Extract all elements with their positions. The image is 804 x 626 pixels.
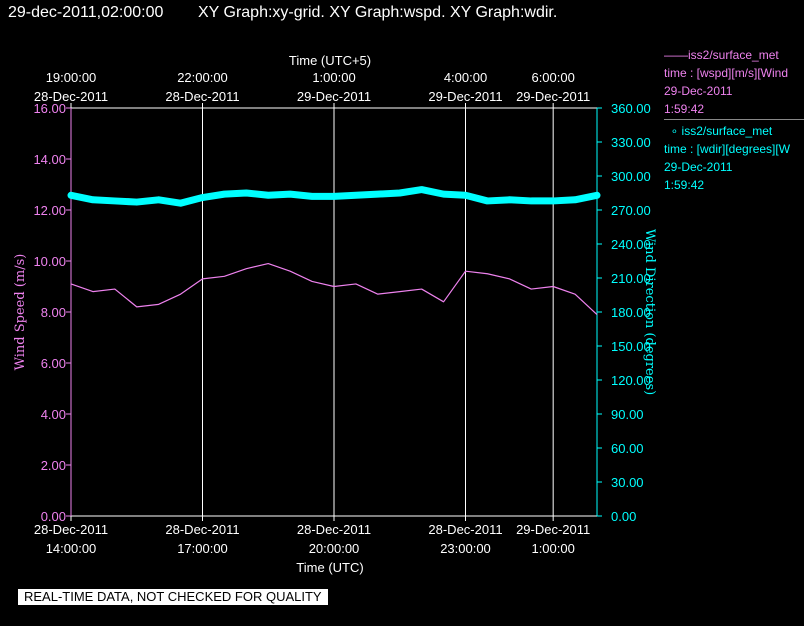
wdir-point [550, 197, 557, 205]
wdir-point [111, 197, 118, 205]
left-y-tick-label: 16.00 [33, 101, 66, 116]
left-y-tick-label: 2.00 [41, 458, 66, 473]
wdir-point [67, 192, 75, 199]
bottom-x-axis-label: Time (UTC) [296, 560, 363, 575]
wdir-point [330, 193, 338, 200]
top-x-tick-date: 29-Dec-2011 [516, 89, 590, 104]
header-title: XY Graph:xy-grid. XY Graph:wspd. XY Grap… [198, 4, 557, 21]
wdir-point [396, 189, 403, 197]
bottom-x-tick-time: 1:00:00 [531, 541, 574, 556]
right-y-tick-label: 90.00 [611, 407, 644, 422]
legend-entry-wdir: ∘ iss2/surface_met time : [wdir][degrees… [664, 122, 804, 192]
top-x-tick-date: 29-Dec-2011 [428, 89, 502, 104]
wdir-point [265, 192, 272, 199]
right-y-tick-label: 60.00 [611, 441, 644, 456]
top-x-tick-date: 28-Dec-2011 [34, 89, 108, 104]
wdir-point [593, 192, 601, 199]
wdir-point [243, 189, 250, 197]
right-y-tick-label: 360.00 [611, 101, 651, 116]
legend-wspd-time: 1:59:42 [664, 102, 705, 116]
wdir-point [287, 191, 294, 198]
right-y-tick-label: 330.00 [611, 135, 651, 150]
left-y-tick-label: 8.00 [41, 305, 66, 320]
legend-wspd-date: 29-Dec-2011 [664, 84, 733, 98]
wdir-point [155, 196, 162, 203]
header-timestamp: 29-dec-2011,02:00:00 [8, 4, 163, 21]
wdir-point [528, 197, 535, 205]
legend-wdir-time: 1:59:42 [664, 178, 705, 192]
right-y-tick-label: 150.00 [611, 339, 651, 354]
legend: ——iss2/surface_met time : [wspd][m/s][Wi… [664, 46, 804, 192]
legend-separator [664, 119, 804, 120]
top-x-axis-label: Time (UTC+5) [289, 53, 371, 68]
legend-wspd-detail: time : [wspd][m/s][Wind [664, 66, 789, 80]
right-y-tick-label: 0.00 [611, 509, 636, 524]
data-series [67, 186, 601, 315]
wspd-line [70, 262, 598, 315]
wdir-point [308, 193, 316, 200]
left-y-axis-label: Wind Speed (m/s) [13, 254, 28, 371]
legend-circle-marker: ∘ [670, 124, 679, 138]
legend-entry-wspd: ——iss2/surface_met time : [wspd][m/s][Wi… [664, 46, 804, 118]
bottom-x-tick-date: 28-Dec-2011 [428, 522, 502, 537]
wdir-point [440, 191, 447, 198]
legend-wspd-name: iss2/surface_met [688, 48, 779, 62]
wdir-point [374, 191, 381, 198]
tick-labels: 0.00 2.00 4.00 6.00 8.00 10.00 12.00 14.00 16.00… [33, 70, 650, 556]
wdir-point [133, 198, 140, 206]
wdir-point [199, 194, 206, 201]
wdir-point [484, 197, 491, 205]
left-y-tick-label: 10.00 [33, 254, 66, 269]
right-y-tick-label: 210.00 [611, 271, 651, 286]
wdir-point [462, 192, 469, 199]
right-y-tick-label: 30.00 [611, 475, 644, 490]
wdir-point [177, 200, 184, 207]
wdir-point [221, 191, 228, 198]
bottom-x-tick-date: 28-Dec-2011 [34, 522, 108, 537]
wdir-point [506, 196, 513, 203]
left-y-tick-label: 4.00 [41, 407, 66, 422]
wdir-point [89, 196, 97, 203]
bottom-x-tick-time: 17:00:00 [177, 541, 228, 556]
legend-wdir-name: iss2/surface_met [681, 124, 773, 138]
wdir-point [418, 186, 425, 193]
top-x-tick-time: 6:00:00 [531, 70, 574, 85]
bottom-x-tick-date: 29-Dec-2011 [516, 522, 590, 537]
right-y-axis-label: Wind Direction (degrees) [642, 229, 657, 395]
right-y-tick-label: 240.00 [611, 237, 651, 252]
bottom-x-tick-time: 14:00:00 [46, 541, 97, 556]
left-y-tick-label: 14.00 [33, 152, 66, 167]
wdir-point [571, 196, 579, 203]
wdir-series-band [67, 186, 601, 207]
grid-lines [202, 108, 554, 516]
top-x-tick-time: 19:00:00 [46, 70, 97, 85]
right-y-tick-label: 120.00 [611, 373, 651, 388]
quality-notice: REAL-TIME DATA, NOT CHECKED FOR QUALITY [18, 589, 328, 605]
top-x-tick-date: 28-Dec-2011 [165, 89, 239, 104]
left-y-tick-label: 12.00 [33, 203, 66, 218]
wdir-point [352, 192, 360, 199]
axes [66, 103, 602, 521]
legend-line-marker: —— [664, 48, 688, 62]
bottom-x-tick-date: 28-Dec-2011 [297, 522, 371, 537]
top-x-tick-date: 29-Dec-2011 [297, 89, 371, 104]
legend-wdir-date: 29-Dec-2011 [664, 160, 733, 174]
legend-wdir-detail: time : [wdir][degrees][W [664, 142, 791, 156]
left-y-tick-label: 6.00 [41, 356, 66, 371]
left-y-tick-label: 0.00 [41, 509, 66, 524]
right-y-tick-label: 270.00 [611, 203, 651, 218]
top-x-tick-time: 22:00:00 [177, 70, 228, 85]
bottom-x-tick-time: 23:00:00 [440, 541, 491, 556]
bottom-x-tick-time: 20:00:00 [309, 541, 360, 556]
right-y-tick-label: 300.00 [611, 169, 651, 184]
top-x-tick-time: 1:00:00 [312, 70, 355, 85]
bottom-x-tick-date: 28-Dec-2011 [165, 522, 239, 537]
right-y-tick-label: 180.00 [611, 305, 651, 320]
top-x-tick-time: 4:00:00 [444, 70, 487, 85]
